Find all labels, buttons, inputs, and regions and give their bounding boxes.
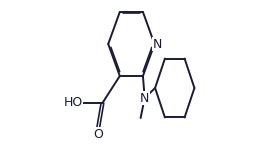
Text: N: N xyxy=(140,92,149,104)
Text: HO: HO xyxy=(64,96,83,109)
Text: O: O xyxy=(93,128,103,141)
Text: N: N xyxy=(152,37,162,50)
